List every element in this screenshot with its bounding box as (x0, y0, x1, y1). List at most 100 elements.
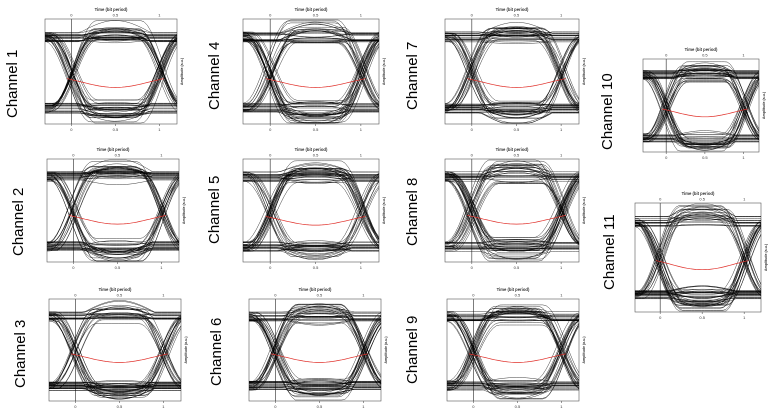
eye-trace (248, 306, 382, 383)
eye-trace (643, 71, 760, 147)
eye-trace (47, 174, 180, 251)
crossing-level-trace (70, 353, 168, 363)
eye-trace (635, 208, 762, 295)
eye-trace (445, 112, 579, 124)
eye-trace (243, 174, 379, 177)
eye-trace (635, 216, 761, 224)
top-tick-label: 0.5 (113, 13, 119, 18)
eye-trace (444, 167, 580, 244)
eye-trace (243, 109, 379, 117)
eye-trace (49, 388, 181, 400)
eye-panel-channel-1: Channel 1 Time (bit period) Amplitude (a.… (0, 0, 200, 138)
top-tick-label: 0.5 (313, 153, 319, 158)
eye-trace (248, 319, 382, 398)
eye-trace (47, 176, 180, 253)
eye-trace (447, 307, 579, 320)
eye-panel-channel-11: Channel 11 Time (bit period) Amplitude (a… (596, 186, 776, 324)
eye-trace (447, 377, 579, 383)
eye-trace (249, 383, 381, 396)
eye-trace (444, 35, 580, 109)
top-tick-label: 0 (74, 293, 77, 298)
eye-diagram-channel-3: Time (bit period) Amplitude (a.u.) 0 0 0.5 0.… (48, 287, 188, 409)
eye-trace (643, 74, 759, 78)
eye-trace (47, 163, 179, 175)
top-tick-label: 0 (70, 13, 73, 18)
eye-trace (47, 175, 180, 243)
x-tick-label: 0 (269, 127, 272, 132)
eye-trace (635, 285, 761, 292)
channel-label: Channel 8 (404, 177, 421, 246)
eye-trace (447, 324, 580, 390)
crossing-level-trace (467, 78, 566, 88)
top-tick-label: 0.5 (317, 293, 323, 298)
eye-trace (243, 23, 379, 36)
eye-trace (643, 134, 759, 146)
eye-panel-channel-10: Channel 10 Time (bit period) Amplitude (a… (596, 44, 776, 164)
y-axis-label: Amplitude (a.u.) (764, 243, 768, 271)
eye-trace (45, 39, 177, 44)
eye-trace (243, 246, 379, 259)
eye-trace (445, 33, 579, 38)
y-axis-label: Amplitude (a.u.) (382, 57, 386, 85)
x-tick-label: 0.5 (113, 127, 119, 132)
plot-title: Time (bit period) (99, 287, 132, 292)
x-tick-label: 1 (742, 155, 745, 160)
eye-trace (447, 386, 579, 390)
eye-trace (47, 168, 180, 247)
eye-trace (243, 103, 379, 118)
eye-trace (643, 69, 760, 139)
eye-trace (643, 81, 760, 142)
eye-trace (635, 224, 762, 312)
eye-trace (45, 33, 178, 114)
top-tick-label: 0.5 (313, 13, 319, 18)
eye-trace (444, 174, 580, 249)
eye-trace (635, 219, 762, 305)
eye-trace (447, 311, 580, 388)
crossing-level-trace (66, 78, 164, 88)
x-tick-label: 1 (362, 404, 365, 409)
eye-trace (643, 74, 759, 77)
eye-trace (643, 73, 760, 138)
eye-trace (445, 177, 580, 244)
eye-trace (635, 216, 762, 299)
eye-trace (47, 180, 180, 262)
eye-trace (46, 166, 180, 245)
eye-trace (447, 318, 580, 400)
eye-trace (249, 304, 382, 387)
eye-trace (635, 292, 761, 304)
x-tick-label: 0.5 (313, 127, 319, 132)
eye-trace (45, 106, 177, 112)
eye-traces (444, 159, 580, 262)
eye-trace (242, 34, 380, 108)
eye-trace (249, 310, 381, 322)
eye-trace (49, 306, 181, 316)
eye-trace (249, 318, 382, 394)
eye-traces (642, 61, 760, 152)
x-tick-label: 1 (560, 127, 563, 132)
eye-trace (445, 109, 579, 112)
eye-trace (445, 163, 580, 243)
eye-trace (445, 177, 580, 244)
plot-title: Time (bit period) (299, 287, 332, 292)
eye-trace (446, 308, 580, 389)
eye-trace (642, 65, 760, 141)
eye-trace (45, 102, 177, 111)
crossing-level-trace (662, 108, 748, 118)
x-tick-label: 1 (158, 127, 161, 132)
eye-trace (635, 221, 762, 293)
eye-trace (643, 132, 759, 137)
eye-trace (44, 39, 178, 123)
eye-traces (242, 19, 380, 124)
top-tick-label: 0 (471, 13, 474, 18)
eye-trace (249, 381, 381, 393)
eye-trace (643, 75, 760, 145)
eye-trace (447, 309, 579, 315)
eye-trace (249, 388, 381, 395)
eye-trace (643, 141, 759, 150)
eye-trace (248, 311, 382, 386)
eye-trace (447, 320, 580, 390)
top-tick-label: 1 (743, 197, 746, 202)
eye-trace (243, 173, 379, 175)
x-tick-label: 1 (162, 404, 165, 409)
eye-diagram-channel-8: Time (bit period) Amplitude (a.u.) 0 0 0.5 0.… (444, 147, 586, 270)
